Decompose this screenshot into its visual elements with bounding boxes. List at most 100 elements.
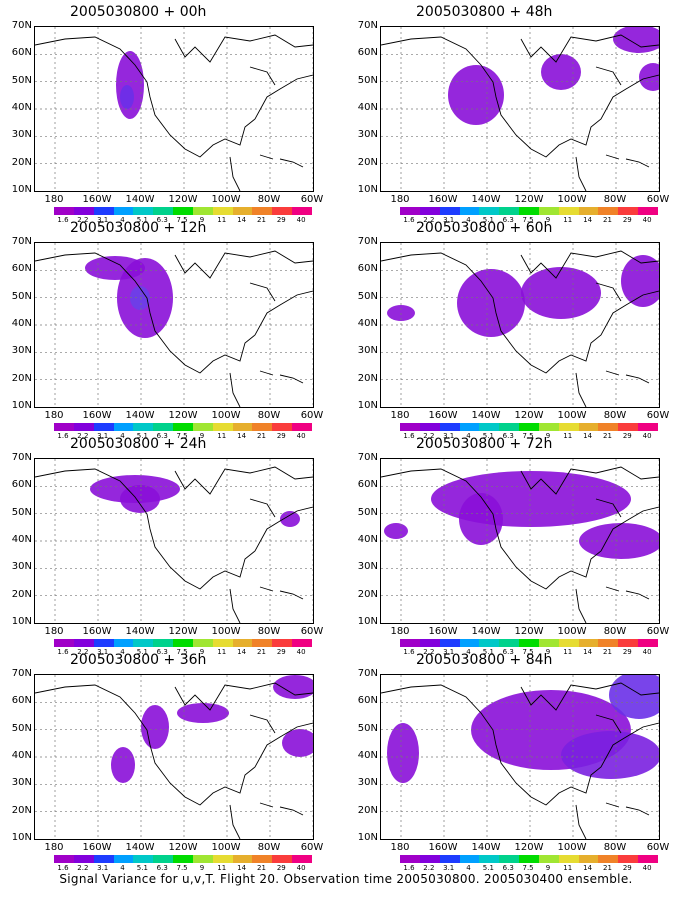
y-tick-label: 20N [357, 804, 378, 816]
colorbar-swatch [439, 855, 460, 863]
coastline [35, 466, 313, 623]
colorbar-label: 21 [602, 864, 612, 872]
x-tick-label: 120W [168, 410, 198, 421]
x-tick-label: 60W [646, 194, 670, 205]
colorbar-label: 21 [602, 648, 612, 656]
colorbar-label: 1.6 [403, 864, 415, 872]
x-tick-label: 180 [390, 410, 410, 421]
x-tick-label: 180 [44, 842, 64, 853]
colorbar-label: 14 [237, 216, 247, 224]
y-tick-label: 40N [11, 534, 32, 545]
colorbar-swatch [173, 639, 193, 647]
x-tick-label: 140W [471, 626, 501, 637]
colorbar-swatch [252, 423, 273, 431]
variance-contour [120, 85, 134, 109]
colorbar-label: 6.3 [156, 648, 168, 656]
colorbar-label: 21 [256, 216, 266, 224]
colorbar-swatch [252, 855, 273, 863]
colorbar-swatch [133, 855, 154, 863]
colorbar-label: 40 [296, 648, 306, 656]
colorbar-label: 40 [642, 432, 652, 440]
x-tick-label: 140W [471, 194, 501, 205]
colorbar-swatch [153, 423, 174, 431]
map-area [34, 458, 314, 624]
y-tick-label: 50N [11, 506, 32, 518]
y-tick-label: 50N [357, 74, 378, 86]
colorbar-swatch [93, 855, 114, 863]
colorbar-swatch [192, 423, 213, 431]
x-tick-label: 100W [211, 410, 241, 421]
colorbar-swatch [459, 855, 480, 863]
colorbar-swatch [479, 855, 500, 863]
x-tick-label: 80W [603, 410, 627, 421]
colorbar-swatch [73, 855, 94, 863]
colorbar-label: 11 [563, 864, 573, 872]
colorbar-label: 5.1 [482, 216, 494, 224]
colorbar-label: 14 [237, 648, 247, 656]
colorbar-label: 29 [276, 864, 286, 872]
colorbar-label: 4 [466, 648, 471, 656]
colorbar-label: 1.6 [57, 864, 69, 872]
x-tick-label: 80W [257, 842, 281, 853]
x-tick-label: 180 [390, 194, 410, 205]
y-tick-label: 60N [357, 47, 378, 59]
variance-contour [387, 723, 419, 783]
colorbar-label: 2.2 [77, 864, 89, 872]
colorbar-label: 7.5 [176, 432, 188, 440]
colorbar-swatch [479, 639, 500, 647]
y-tick-label: 60N [11, 479, 32, 491]
colorbar-swatch [439, 639, 460, 647]
map-area [34, 674, 314, 840]
x-tick-label: 120W [168, 626, 198, 637]
x-tick-label: 180 [390, 626, 410, 637]
colorbar-label: 7.5 [176, 216, 188, 224]
colorbar-label: 2.2 [423, 648, 435, 656]
colorbar [54, 855, 312, 863]
colorbar-label: 4 [466, 864, 471, 872]
x-tick-label: 60W [646, 842, 670, 853]
panel-3: 2005030800 + 36h 70N 60N 50N 40N 30N 20N 10N 18… [0, 652, 340, 872]
colorbar-label: 14 [237, 864, 247, 872]
colorbar-swatch [618, 423, 639, 431]
colorbar-swatch [173, 423, 193, 431]
x-tick-label: 60W [646, 410, 670, 421]
colorbar-swatch [93, 639, 114, 647]
x-tick-label: 100W [211, 842, 241, 853]
colorbar-swatch [133, 639, 154, 647]
coastline [381, 250, 659, 407]
colorbar-label: 6.3 [502, 216, 514, 224]
colorbar-swatch [419, 639, 440, 647]
colorbar-label: 1.6 [57, 432, 69, 440]
colorbar-swatch [439, 207, 460, 215]
colorbar-label: 29 [622, 432, 632, 440]
colorbar-label: 14 [583, 648, 593, 656]
colorbar-label: 9 [199, 432, 205, 440]
x-tick-label: 160W [82, 626, 112, 637]
x-tick-label: 160W [428, 626, 458, 637]
y-tick-label: 70N [357, 236, 378, 247]
colorbar-label: 6.3 [156, 864, 168, 872]
x-tick-label: 180 [390, 842, 410, 853]
y-tick-label: 70N [11, 20, 32, 31]
colorbar-swatch [400, 639, 420, 647]
colorbar-swatch [272, 639, 293, 647]
colorbar-label: 5.1 [136, 432, 148, 440]
y-tick-label: 20N [11, 156, 32, 168]
colorbar-swatch [212, 855, 233, 863]
y-tick-label: 50N [357, 506, 378, 518]
map-area [380, 26, 660, 192]
colorbar-label: 14 [237, 432, 247, 440]
colorbar-swatch [578, 207, 599, 215]
y-tick-label: 30N [11, 561, 32, 573]
x-tick-label: 60W [300, 194, 324, 205]
colorbar-label: 29 [622, 216, 632, 224]
y-tick-label: 20N [11, 588, 32, 600]
colorbar-label: 9 [199, 648, 205, 656]
colorbar-label: 29 [276, 648, 286, 656]
colorbar-label: 4 [120, 216, 125, 224]
colorbar-swatch [272, 207, 293, 215]
x-tick-label: 80W [257, 626, 281, 637]
colorbar-swatch [113, 639, 134, 647]
y-tick-label: 40N [357, 750, 378, 761]
coastline [381, 34, 659, 191]
